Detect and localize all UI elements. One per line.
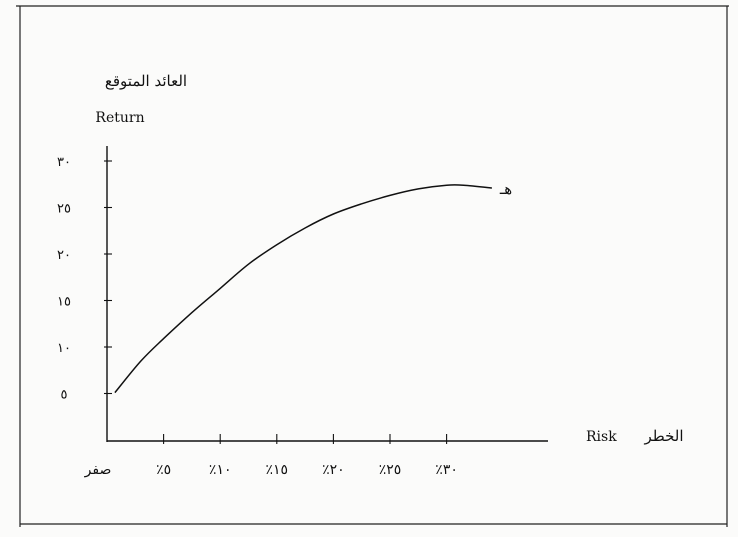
- y-tick-label: ٥: [61, 388, 68, 403]
- curve-end-label: هـ: [499, 180, 512, 198]
- x-axis-ticks: صفر ٪٥ ٪١٠ ٪١٥ ٪٢٠ ٪٢٥ ٪٣٠: [84, 434, 458, 478]
- y-tick-label: ١٥: [57, 295, 71, 310]
- y-tick-label: ٢٠: [57, 248, 71, 263]
- x-tick-label: ٪١٠: [209, 462, 232, 478]
- x-tick-label: ٪٢٥: [379, 462, 402, 478]
- y-axis-title: Return: [95, 110, 144, 126]
- x-tick-label: ٪٣٠: [435, 462, 458, 478]
- x-axis-title-arabic: الخطر: [643, 427, 683, 445]
- x-tick-label: ٪٥: [156, 462, 171, 478]
- y-tick-label: ١٠: [57, 341, 71, 356]
- y-tick-label: ٢٥: [57, 202, 71, 217]
- risk-return-curve: [114, 184, 492, 394]
- x-tick-label: صفر: [84, 462, 112, 478]
- x-tick-label: ٪١٥: [266, 462, 289, 478]
- x-axis-title: Risk: [586, 429, 617, 445]
- y-axis-title-arabic: العائد المتوقع: [105, 72, 187, 90]
- x-tick-label: ٪٢٠: [322, 462, 345, 478]
- series-layer: [114, 184, 492, 394]
- y-tick-label: ٣٠: [57, 155, 71, 170]
- page-frame: [16, 5, 729, 527]
- y-axis-ticks: ٥ ١٠ ١٥ ٢٠ ٢٥ ٣٠: [57, 155, 112, 403]
